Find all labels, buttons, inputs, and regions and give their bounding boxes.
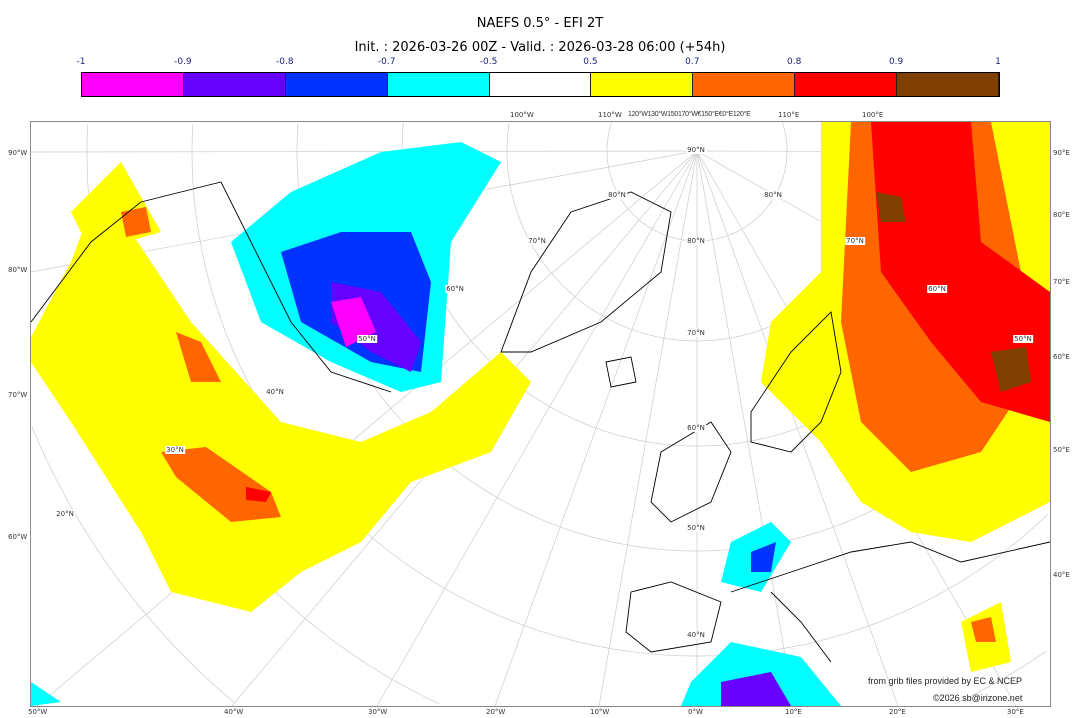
axis-label-right: 80°E xyxy=(1053,211,1070,219)
efi-fields xyxy=(31,122,1050,706)
latitude-label: 80°N xyxy=(607,191,627,199)
latitude-circle xyxy=(954,650,1048,705)
axis-label-top: 120°W130°W150170°W€150°E€0°E120°E xyxy=(628,111,751,118)
axis-label-bottom: 40°W xyxy=(224,708,244,716)
latitude-circle xyxy=(781,122,788,151)
latitude-label: 70°N xyxy=(845,237,865,245)
colorbar-tick: 0.8 xyxy=(787,57,802,67)
colorbar-swatch xyxy=(285,73,388,96)
colorbar-tick: -0.8 xyxy=(275,57,294,67)
colorbar-swatch xyxy=(795,73,898,96)
axis-label-bottom: 30°E xyxy=(1007,708,1024,716)
latitude-label: 60°N xyxy=(445,285,465,293)
latitude-label: 60°N xyxy=(927,285,947,293)
latitude-circle xyxy=(31,426,235,703)
axis-label-top: 110°W xyxy=(598,111,622,119)
map-area xyxy=(30,121,1051,707)
latitude-circle xyxy=(191,124,1049,657)
colorbar-tick: 0.5 xyxy=(583,57,598,67)
colorbar-tick: 0.7 xyxy=(685,57,700,67)
colorbar-swatch xyxy=(693,73,796,96)
axis-label-top: 100°W xyxy=(510,111,534,119)
colorbar-tick: 1 xyxy=(995,57,1001,67)
axis-label-right: 70°E xyxy=(1053,278,1070,286)
efi-map xyxy=(31,122,1050,706)
axis-label-top: 110°E xyxy=(778,111,800,119)
latitude-label: 70°N xyxy=(527,237,547,245)
axis-label-right: 90°E xyxy=(1053,149,1070,157)
axis-label-left: 90°W xyxy=(8,149,28,157)
colorbar-swatch xyxy=(591,73,694,96)
axis-label-left: 60°W xyxy=(8,533,28,541)
latitude-label: 80°N xyxy=(763,191,783,199)
axis-label-right: 60°E xyxy=(1053,353,1070,361)
axis-label-top: 100°E xyxy=(862,111,884,119)
colorbar xyxy=(81,72,1000,97)
axis-label-right: 50°E xyxy=(1053,446,1070,454)
coastlines xyxy=(31,181,1050,663)
axis-label-left: 70°W xyxy=(8,391,28,399)
colorbar-tick: -0.9 xyxy=(174,57,192,67)
colorbar-swatch xyxy=(489,73,592,96)
colorbar-swatch xyxy=(387,73,490,96)
axis-label-bottom: 10°E xyxy=(785,708,802,716)
latitude-label: 40°N xyxy=(265,388,285,396)
colorbar-swatch xyxy=(897,73,1000,96)
colorbar-tick: -0.5 xyxy=(479,57,498,67)
axis-label-left: 80°W xyxy=(8,266,28,274)
copyright: ©2026 sb@irizone.net xyxy=(933,693,1023,703)
latitude-label: 20°N xyxy=(55,510,75,518)
axis-label-bottom: 20°E xyxy=(889,708,906,716)
axis-label-right: 40°E xyxy=(1053,571,1070,579)
colorbar-tick: -0.7 xyxy=(377,57,396,67)
latitude-label: 60°N xyxy=(686,424,706,432)
colorbar-swatch xyxy=(82,73,184,96)
latitude-label: 90°N xyxy=(686,146,706,154)
axis-label-bottom: 30°W xyxy=(368,708,388,716)
latitude-circle xyxy=(606,122,788,242)
latitude-label: 50°N xyxy=(1013,335,1033,343)
colorbar-tick: 0.9 xyxy=(888,57,904,67)
axis-label-bottom: 0°W xyxy=(688,708,703,716)
colorbar-swatch xyxy=(183,73,286,96)
latitude-label: 40°N xyxy=(686,631,706,639)
colorbar-tick: -1 xyxy=(76,57,86,67)
source-credit: from grib files provided by EC & NCEP xyxy=(868,676,1023,686)
map-subtitle: Init. : 2026-03-26 00Z - Valid. : 2026-0… xyxy=(354,40,726,55)
latitude-label: 50°N xyxy=(357,335,377,343)
latitude-label: 50°N xyxy=(686,524,706,532)
axis-label-bottom: 20°W xyxy=(486,708,506,716)
axis-label-bottom: 10°W xyxy=(590,708,610,716)
map-title: NAEFS 0.5° - EFI 2T xyxy=(476,16,604,31)
latitude-label: 70°N xyxy=(686,329,706,337)
latitude-label: 80°N xyxy=(686,237,706,245)
latitude-label: 30°N xyxy=(165,446,185,454)
axis-label-bottom: 50°W xyxy=(28,708,48,716)
